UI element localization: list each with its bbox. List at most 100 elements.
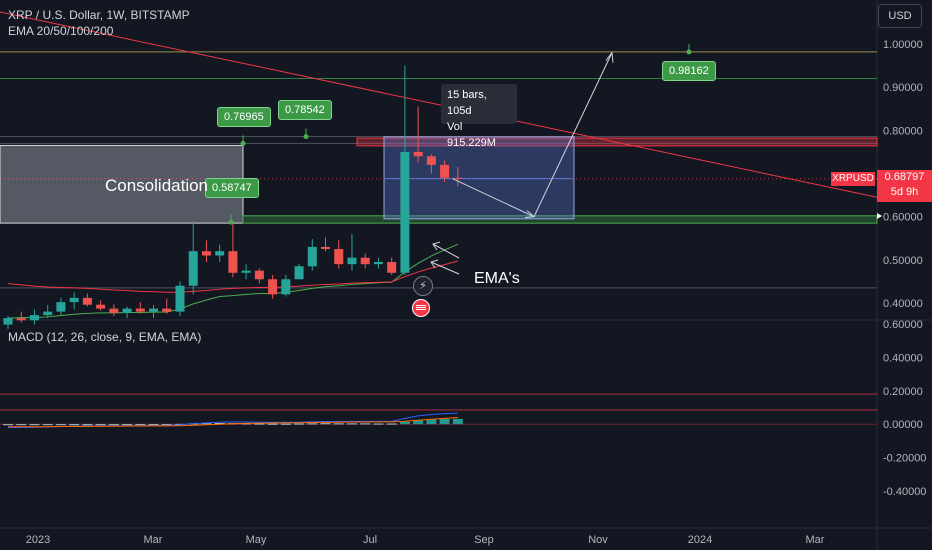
- annotation-point: [686, 49, 692, 55]
- measure-bars: 15 bars, 105d: [447, 89, 487, 117]
- candle-body: [373, 261, 383, 265]
- candle-body: [254, 270, 264, 280]
- ema-pointer-arrowhead: [430, 259, 439, 269]
- candle-body: [387, 261, 397, 273]
- macd-tick-label: 0.60000: [883, 319, 923, 331]
- macd-histogram-bar: [373, 423, 384, 425]
- macd-histogram-bar: [346, 423, 357, 425]
- projection-arrowhead: [524, 210, 536, 219]
- macd-histogram-bar: [280, 423, 291, 425]
- macd-tick-label: 0.00000: [883, 419, 923, 431]
- candle-body: [16, 318, 26, 321]
- time-tick-label: May: [246, 534, 267, 546]
- us-flag-icon[interactable]: [412, 299, 430, 317]
- time-tick-label: Mar: [806, 534, 825, 546]
- time-tick-label: Jul: [363, 534, 377, 546]
- chart-title: XRP / U.S. Dollar, 1W, BITSTAMP: [8, 8, 190, 22]
- current-price: 0.68797: [884, 171, 925, 183]
- consolidation-text: Consolidation: [105, 176, 209, 195]
- macd-histogram-bar: [307, 423, 318, 425]
- candle-body: [307, 246, 317, 267]
- consolidation-box: [0, 144, 244, 224]
- macd-histogram-bar: [426, 419, 437, 425]
- support-zone: [242, 215, 878, 224]
- candle-body: [122, 308, 132, 313]
- macd-histogram-bar: [214, 423, 225, 425]
- macd-histogram-bar: [439, 418, 450, 425]
- bar-countdown: 5d 9h: [890, 186, 919, 198]
- price-label-0-98162[interactable]: 0.98162: [662, 61, 716, 81]
- annotation-point: [228, 219, 234, 225]
- macd-histogram-bar: [201, 423, 212, 425]
- projection-arrowhead: [605, 51, 614, 63]
- measure-volume: Vol 915.229M: [447, 121, 496, 149]
- candle-body: [400, 151, 410, 273]
- time-tick-label: Nov: [588, 534, 608, 546]
- ema-indicator-legend[interactable]: EMA 20/50/100/200: [8, 24, 114, 38]
- candle-body: [162, 308, 172, 312]
- macd-histogram-bar: [29, 424, 40, 426]
- macd-tick-label: 0.20000: [883, 386, 923, 398]
- macd-tick-label: -0.20000: [883, 453, 926, 465]
- price-label-0-78542[interactable]: 0.78542: [278, 100, 332, 120]
- candle-body: [3, 318, 13, 325]
- macd-histogram-bar: [95, 424, 106, 426]
- macd-histogram-bar: [82, 424, 93, 426]
- candle-body: [360, 257, 370, 265]
- macd-histogram-bar: [122, 424, 133, 426]
- macd-histogram-bar: [294, 423, 305, 425]
- candle-body: [347, 257, 357, 265]
- candle-body: [426, 156, 436, 165]
- macd-histogram-bar: [360, 423, 371, 425]
- lightning-icon[interactable]: ⚡: [413, 276, 433, 296]
- macd-histogram-bar: [320, 423, 331, 425]
- candle-body: [228, 251, 238, 273]
- macd-histogram-bar: [267, 423, 278, 425]
- symbol-price-tag: XRPUSD: [831, 172, 875, 186]
- candle-body: [321, 246, 331, 250]
- ema-pointer-arrow: [432, 243, 460, 259]
- candle-body: [135, 308, 145, 312]
- macd-histogram-bar: [42, 424, 53, 426]
- candle-body: [69, 297, 79, 303]
- macd-histogram-bar: [399, 421, 410, 425]
- candle-body: [268, 279, 278, 295]
- macd-histogram-bar: [135, 424, 146, 426]
- macd-histogram-bar: [16, 424, 27, 426]
- candle-body: [175, 285, 185, 312]
- candle-body: [334, 249, 344, 265]
- price-label-0-58747[interactable]: 0.58747: [205, 178, 259, 198]
- macd-histogram-bar: [452, 418, 463, 425]
- macd-indicator-legend[interactable]: MACD (12, 26, close, 9, EMA, EMA): [8, 330, 202, 344]
- trend-line: [0, 11, 878, 198]
- candle-body: [109, 308, 119, 313]
- time-tick-label: Mar: [144, 534, 163, 546]
- price-tick-label: 0.40000: [883, 298, 923, 310]
- macd-histogram-bar: [3, 424, 13, 426]
- macd-tick-label: 0.40000: [883, 352, 923, 364]
- measure-box: [383, 136, 575, 220]
- macd-histogram-bar: [108, 424, 119, 426]
- candle-body: [149, 308, 159, 312]
- candle-body: [241, 270, 251, 273]
- macd-signal-line: [8, 417, 458, 428]
- annotation-point: [303, 134, 309, 140]
- candle-body: [82, 297, 92, 305]
- emas-text: EMA's: [474, 270, 520, 287]
- macd-histogram-bar: [161, 424, 172, 426]
- macd-histogram-bar: [69, 424, 80, 426]
- candle-body: [201, 251, 211, 256]
- price-label-0-76965[interactable]: 0.76965: [217, 107, 271, 127]
- currency-button[interactable]: USD: [878, 4, 922, 28]
- macd-histogram-bar: [254, 423, 265, 425]
- macd-histogram-bar: [413, 420, 424, 425]
- candle-body: [56, 302, 66, 312]
- current-price-tag: 0.68797 5d 9h: [877, 170, 932, 202]
- ema-line: [7, 260, 458, 293]
- ema-pointer-arrow: [430, 261, 460, 275]
- ema-pointer-arrowhead: [432, 241, 441, 251]
- price-tick-label: 1.00000: [883, 39, 923, 51]
- time-tick-label: 2024: [688, 534, 712, 546]
- time-tick-label: 2023: [26, 534, 50, 546]
